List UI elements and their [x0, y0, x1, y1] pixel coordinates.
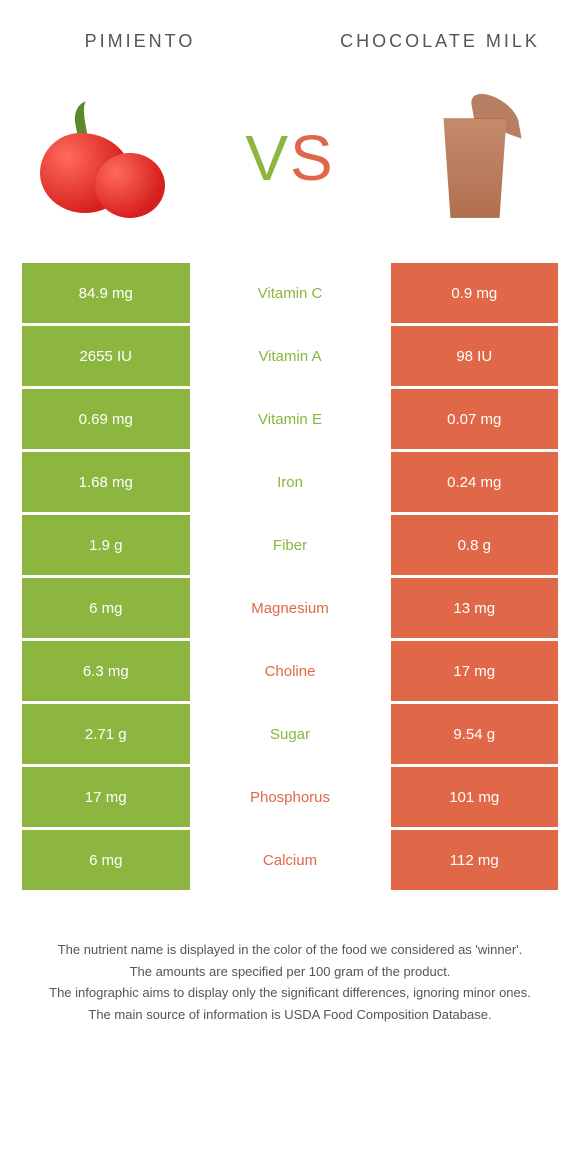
left-value-cell: 1.9 g	[22, 515, 190, 575]
left-value-cell: 6.3 mg	[22, 641, 190, 701]
table-row: 1.68 mgIron0.24 mg	[22, 452, 558, 512]
table-row: 1.9 gFiber0.8 g	[22, 515, 558, 575]
vs-label: VS	[245, 121, 334, 195]
left-value-cell: 17 mg	[22, 767, 190, 827]
right-value-cell: 9.54 g	[391, 704, 559, 764]
images-row: VS	[0, 63, 580, 263]
right-value-cell: 101 mg	[391, 767, 559, 827]
nutrient-label-cell: Vitamin E	[190, 389, 391, 449]
left-value-cell: 6 mg	[22, 578, 190, 638]
right-value-cell: 0.24 mg	[391, 452, 559, 512]
table-row: 0.69 mgVitamin E0.07 mg	[22, 389, 558, 449]
vs-s-letter: S	[290, 121, 335, 195]
nutrient-table: 84.9 mgVitamin C0.9 mg2655 IUVitamin A98…	[22, 263, 558, 890]
left-value-cell: 2655 IU	[22, 326, 190, 386]
nutrient-label-cell: Choline	[190, 641, 391, 701]
right-value-cell: 112 mg	[391, 830, 559, 890]
vs-v-letter: V	[245, 121, 290, 195]
nutrient-label-cell: Magnesium	[190, 578, 391, 638]
right-value-cell: 98 IU	[391, 326, 559, 386]
nutrient-label-cell: Iron	[190, 452, 391, 512]
footer-line: The nutrient name is displayed in the co…	[30, 940, 550, 960]
right-value-cell: 0.8 g	[391, 515, 559, 575]
left-value-cell: 2.71 g	[22, 704, 190, 764]
nutrient-label-cell: Vitamin C	[190, 263, 391, 323]
left-food-image	[30, 83, 180, 233]
footer-line: The main source of information is USDA F…	[30, 1005, 550, 1025]
header: PIMIENTO CHOCOLATE MILK	[0, 0, 580, 63]
table-row: 6 mgMagnesium13 mg	[22, 578, 558, 638]
table-row: 17 mgPhosphorus101 mg	[22, 767, 558, 827]
nutrient-label-cell: Sugar	[190, 704, 391, 764]
nutrient-label-cell: Calcium	[190, 830, 391, 890]
left-value-cell: 1.68 mg	[22, 452, 190, 512]
nutrient-label-cell: Fiber	[190, 515, 391, 575]
pepper-icon	[35, 93, 175, 223]
right-food-image	[400, 83, 550, 233]
footer-line: The amounts are specified per 100 gram o…	[30, 962, 550, 982]
left-value-cell: 6 mg	[22, 830, 190, 890]
right-value-cell: 0.07 mg	[391, 389, 559, 449]
right-value-cell: 17 mg	[391, 641, 559, 701]
right-value-cell: 13 mg	[391, 578, 559, 638]
footer-line: The infographic aims to display only the…	[30, 983, 550, 1003]
table-row: 2655 IUVitamin A98 IU	[22, 326, 558, 386]
left-food-title: PIMIENTO	[40, 30, 240, 53]
footer-notes: The nutrient name is displayed in the co…	[30, 940, 550, 1024]
nutrient-label-cell: Phosphorus	[190, 767, 391, 827]
right-value-cell: 0.9 mg	[391, 263, 559, 323]
table-row: 6 mgCalcium112 mg	[22, 830, 558, 890]
left-value-cell: 0.69 mg	[22, 389, 190, 449]
table-row: 6.3 mgCholine17 mg	[22, 641, 558, 701]
nutrient-label-cell: Vitamin A	[190, 326, 391, 386]
left-value-cell: 84.9 mg	[22, 263, 190, 323]
chocolate-milk-icon	[420, 88, 530, 228]
right-food-title: CHOCOLATE MILK	[340, 30, 540, 53]
table-row: 2.71 gSugar9.54 g	[22, 704, 558, 764]
table-row: 84.9 mgVitamin C0.9 mg	[22, 263, 558, 323]
